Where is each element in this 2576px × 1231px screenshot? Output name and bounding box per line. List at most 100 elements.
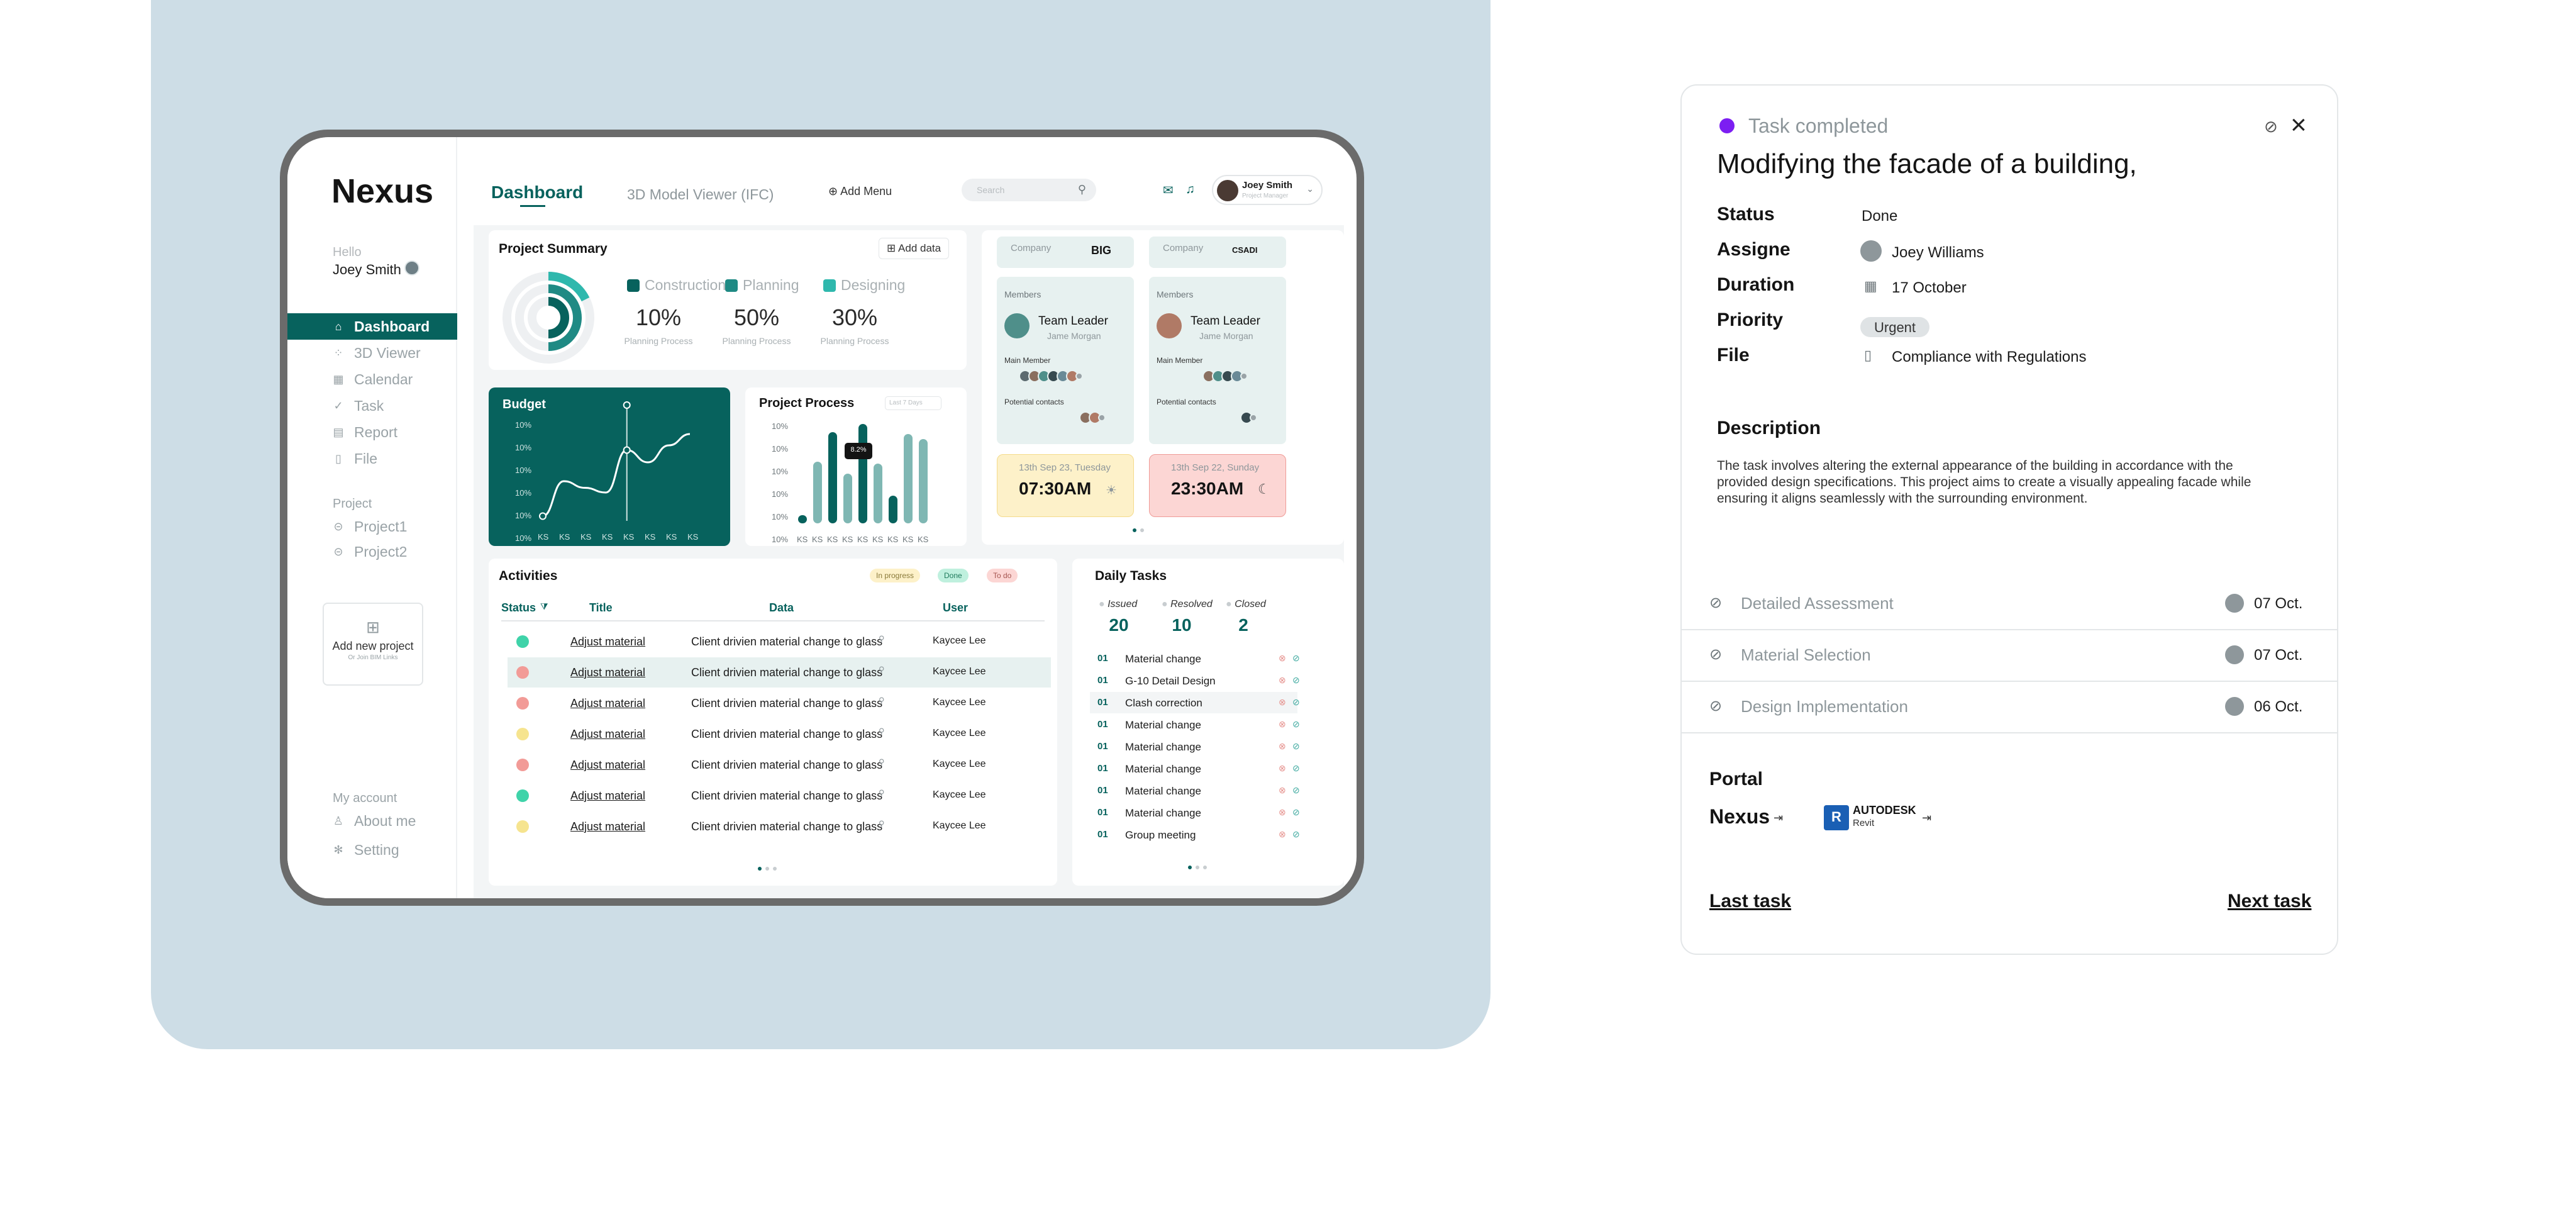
list-item[interactable]: 01 Material change ⊗ ⊘ [1090, 648, 1300, 669]
revit-logo[interactable]: R [1824, 805, 1849, 830]
table-row[interactable]: Adjust material Client drivien material c… [508, 750, 1051, 780]
sidebar-item-3d-viewer[interactable]: ⁘ 3D Viewer [287, 340, 457, 366]
filter-icon[interactable]: ⧩ [540, 601, 548, 611]
table-row[interactable]: Adjust material Client drivien material c… [508, 811, 1051, 842]
members-card: Members Team Leader Jame Morgan Main Mem… [1149, 277, 1286, 444]
table-row[interactable]: Adjust material Client drivien material c… [508, 688, 1051, 718]
row-title[interactable]: Adjust material [570, 666, 646, 679]
daily-tasks-pagination[interactable] [1188, 866, 1207, 869]
filter-done[interactable]: Done [938, 569, 969, 582]
subtask-row[interactable]: ⊘ Material Selection 07 Oct. [1682, 630, 2337, 682]
approve-icon[interactable]: ⊘ [1292, 785, 1300, 795]
reject-icon[interactable]: ⊗ [1279, 829, 1286, 839]
project-section-label: Project [333, 497, 372, 511]
sidebar-item-project1[interactable]: ⊝ Project1 [287, 513, 457, 540]
list-item[interactable]: 01 G-10 Detail Design ⊗ ⊘ [1090, 670, 1300, 691]
list-item[interactable]: 01 Material change ⊗ ⊘ [1090, 780, 1300, 801]
task-title: Material change [1125, 807, 1201, 819]
mail-icon[interactable]: ✉ [1163, 184, 1174, 198]
daily-tasks-title: Daily Tasks [1095, 569, 1167, 583]
task-title: Clash correction [1125, 697, 1202, 709]
reject-icon[interactable]: ⊗ [1279, 763, 1286, 773]
reject-icon[interactable]: ⊗ [1279, 719, 1286, 729]
subtask-row[interactable]: ⊘ Design Implementation 06 Oct. [1682, 682, 2337, 733]
external-link-icon[interactable]: ⇥ [1774, 811, 1784, 824]
x-tick-label: KS [872, 535, 884, 544]
close-icon[interactable]: × [2290, 109, 2307, 140]
sidebar-item-setting[interactable]: ✻ Setting [287, 837, 457, 863]
tab-dashboard[interactable]: Dashboard [491, 182, 584, 202]
approve-icon[interactable]: ⊘ [1292, 719, 1300, 729]
approve-icon[interactable]: ⊘ [1292, 653, 1300, 663]
activities-pagination[interactable] [758, 867, 777, 871]
bell-icon[interactable]: ♫ [1185, 182, 1195, 196]
time-card-night: 13th Sep 22, Sunday 23:30AM ☾ [1149, 454, 1286, 517]
search-icon[interactable]: ⚲ [879, 788, 885, 798]
company-logo: BIG [1091, 244, 1112, 257]
reject-icon[interactable]: ⊗ [1279, 785, 1286, 795]
approve-icon[interactable]: ⊘ [1292, 741, 1300, 751]
reject-icon[interactable]: ⊗ [1279, 697, 1286, 707]
team-leader-name: Jame Morgan [1047, 331, 1101, 341]
approve-icon[interactable]: ⊘ [1292, 763, 1300, 773]
check-circle-icon[interactable]: ⊘ [2264, 117, 2278, 136]
reject-icon[interactable]: ⊗ [1279, 807, 1286, 817]
row-title[interactable]: Adjust material [570, 728, 646, 740]
approve-icon[interactable]: ⊘ [1292, 697, 1300, 707]
next-task-link[interactable]: Next task [2228, 891, 2312, 911]
search-icon[interactable]: ⚲ [879, 819, 885, 828]
reject-icon[interactable]: ⊗ [1279, 741, 1286, 751]
add-data-button[interactable]: ⊞ Add data [879, 238, 950, 259]
approve-icon[interactable]: ⊘ [1292, 807, 1300, 817]
row-title[interactable]: Adjust material [570, 697, 646, 710]
external-link-icon[interactable]: ⇥ [1922, 811, 1932, 824]
filter-to-do[interactable]: To do [987, 569, 1018, 582]
row-title[interactable]: Adjust material [570, 820, 646, 833]
search-icon[interactable]: ⚲ [879, 665, 885, 674]
user-menu[interactable]: Joey Smith Project Manager ⌄ [1212, 175, 1323, 205]
x-tick-label: KS [602, 532, 613, 542]
table-row[interactable]: Adjust material Client drivien material c… [508, 719, 1051, 749]
subtask-row[interactable]: ⊘ Detailed Assessment 07 Oct. [1682, 579, 2337, 630]
table-row[interactable]: Adjust material Client drivien material c… [508, 627, 1051, 657]
sidebar-item-project2[interactable]: ⊝ Project2 [287, 538, 457, 565]
list-item[interactable]: 01 Material change ⊗ ⊘ [1090, 736, 1300, 757]
add-project-button[interactable]: ⊞ Add new project Or Join BIM Links [323, 603, 423, 686]
search-icon[interactable]: ⚲ [879, 634, 885, 643]
search-icon[interactable]: ⚲ [879, 757, 885, 767]
list-item[interactable]: 01 Group meeting ⊗ ⊘ [1090, 824, 1300, 845]
sidebar-item-task[interactable]: ✓ Task [287, 393, 457, 419]
company-pagination[interactable] [1133, 528, 1144, 532]
sidebar-item-about-me[interactable]: ♙ About me [287, 808, 457, 834]
search-icon[interactable]: ⚲ [879, 696, 885, 705]
reject-icon[interactable]: ⊗ [1279, 675, 1286, 685]
sidebar-item-dashboard[interactable]: ⌂ Dashboard [287, 313, 457, 340]
approve-icon[interactable]: ⊘ [1292, 675, 1300, 685]
list-item[interactable]: 01 Material change ⊗ ⊘ [1090, 758, 1300, 779]
last-task-link[interactable]: Last task [1709, 891, 1792, 911]
filter-in-progress[interactable]: In progress [870, 569, 921, 582]
list-item[interactable]: 01 Material change ⊗ ⊘ [1090, 714, 1300, 735]
sidebar-item-report[interactable]: ▤ Report [287, 419, 457, 445]
row-title[interactable]: Adjust material [570, 759, 646, 771]
period-select[interactable]: Last 7 Days [885, 396, 941, 410]
reject-icon[interactable]: ⊗ [1279, 653, 1286, 663]
approve-icon[interactable]: ⊘ [1292, 829, 1300, 839]
table-row[interactable]: Adjust material Client drivien material c… [508, 781, 1051, 811]
sidebar-item-calendar[interactable]: ▦ Calendar [287, 366, 457, 393]
x-tick-label: KS [687, 532, 699, 542]
list-item[interactable]: 01 Material change ⊗ ⊘ [1090, 802, 1300, 823]
table-row[interactable]: Adjust material Client drivien material c… [508, 657, 1051, 688]
file-value[interactable]: Compliance with Regulations [1892, 348, 2087, 365]
list-item[interactable]: 01 Clash correction ⊗ ⊘ [1090, 692, 1300, 713]
sidebar-item-file[interactable]: ▯ File [287, 445, 457, 472]
search-icon[interactable]: ⚲ [879, 727, 885, 736]
search-input[interactable]: Search ⚲ [962, 179, 1096, 201]
portal-nexus-link[interactable]: Nexus [1709, 805, 1770, 828]
row-title[interactable]: Adjust material [570, 635, 646, 648]
row-title[interactable]: Adjust material [570, 789, 646, 802]
column-status[interactable]: Status [501, 601, 536, 614]
add-menu-button[interactable]: ⊕ Add Menu [828, 185, 892, 198]
status-dot [516, 697, 529, 710]
tab-3d-model-viewer[interactable]: 3D Model Viewer (IFC) [627, 186, 774, 203]
